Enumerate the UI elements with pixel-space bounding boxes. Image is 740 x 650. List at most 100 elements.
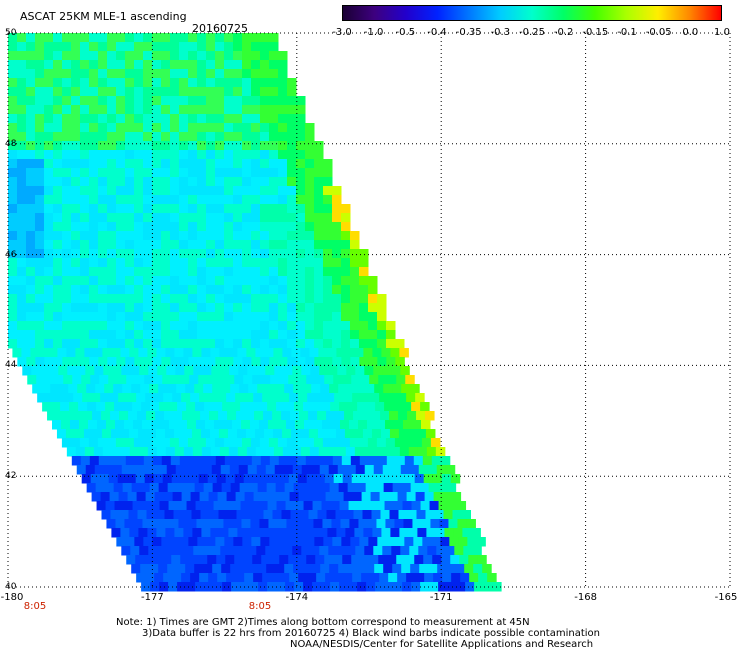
- wind-cell: [44, 294, 54, 304]
- wind-cell: [17, 204, 27, 214]
- wind-cell: [294, 402, 304, 412]
- wind-cell: [251, 312, 261, 322]
- wind-cell: [368, 456, 379, 466]
- wind-cell: [345, 528, 355, 538]
- wind-cell: [174, 528, 184, 538]
- wind-cell: [242, 294, 252, 304]
- wind-cell: [107, 231, 117, 241]
- wind-cell: [440, 537, 450, 547]
- wind-cell: [129, 528, 139, 538]
- wind-cell: [418, 465, 429, 475]
- wind-cell: [203, 564, 213, 574]
- wind-cell: [206, 204, 216, 214]
- wind-cell: [89, 285, 99, 295]
- wind-cell: [400, 465, 411, 475]
- wind-cell: [80, 87, 90, 97]
- wind-cell: [265, 465, 276, 475]
- wind-cell: [133, 519, 143, 529]
- wind-cell: [316, 393, 326, 403]
- wind-cell: [409, 465, 420, 475]
- wind-cell: [332, 294, 342, 304]
- wind-cell: [410, 483, 421, 493]
- wind-cell: [260, 321, 270, 331]
- wind-cell: [483, 582, 493, 592]
- wind-cell: [197, 303, 207, 313]
- wind-cell: [391, 465, 402, 475]
- wind-cell: [26, 285, 36, 295]
- wind-cell: [35, 321, 45, 331]
- wind-cell: [390, 348, 400, 358]
- wind-cell: [71, 141, 81, 151]
- wind-cell: [335, 429, 346, 439]
- wind-cell: [72, 375, 82, 385]
- wind-cell: [26, 105, 36, 115]
- wind-cell: [17, 33, 27, 43]
- wind-cell: [225, 555, 235, 565]
- wind-cell: [179, 285, 189, 295]
- wind-cell: [273, 348, 283, 358]
- wind-cell: [179, 213, 189, 223]
- wind-cell: [71, 51, 81, 61]
- wind-cell: [218, 429, 229, 439]
- wind-cell: [31, 366, 41, 376]
- wind-cell: [71, 177, 81, 187]
- wind-cell: [296, 159, 306, 169]
- wind-cell: [163, 393, 173, 403]
- wind-cell: [17, 114, 27, 124]
- wind-cell: [323, 339, 333, 349]
- wind-cell: [126, 555, 136, 565]
- wind-cell: [287, 132, 297, 142]
- wind-cell: [259, 420, 269, 430]
- wind-cell: [430, 438, 441, 448]
- colorbar-label: 1.0: [714, 27, 730, 38]
- wind-cell: [110, 411, 120, 421]
- wind-cell: [170, 123, 180, 133]
- wind-cell: [178, 438, 189, 448]
- wind-cell: [8, 33, 18, 43]
- wind-cell: [98, 222, 108, 232]
- wind-cell: [445, 546, 455, 556]
- wind-cell: [188, 222, 198, 232]
- wind-cell: [183, 348, 193, 358]
- wind-cell: [180, 375, 190, 385]
- wind-cell: [435, 528, 445, 538]
- wind-cell: [251, 285, 261, 295]
- longitude-tick-label: -180: [0, 592, 24, 603]
- wind-cell: [188, 51, 198, 61]
- wind-cell: [71, 339, 81, 349]
- wind-cell: [294, 501, 305, 511]
- colorbar-label: -0.05: [645, 27, 672, 38]
- wind-cell: [111, 528, 121, 538]
- wind-cell: [53, 42, 63, 52]
- wind-cell: [134, 60, 144, 70]
- wind-cell: [269, 132, 279, 142]
- wind-cell: [62, 213, 72, 223]
- wind-cell: [143, 267, 153, 277]
- wind-cell: [370, 492, 381, 502]
- wind-cell: [300, 348, 310, 358]
- wind-cell: [233, 240, 243, 250]
- wind-cell: [177, 582, 187, 592]
- wind-cell: [107, 51, 117, 61]
- wind-cell: [116, 105, 126, 115]
- wind-cell: [388, 393, 398, 403]
- wind-cell: [415, 573, 425, 583]
- wind-cell: [71, 132, 81, 142]
- wind-cell: [188, 294, 198, 304]
- wind-cell: [67, 366, 77, 376]
- wind-cell: [290, 429, 301, 439]
- wind-cell: [395, 339, 405, 349]
- wind-cell: [226, 573, 236, 583]
- wind-cell: [194, 483, 205, 493]
- wind-cell: [406, 492, 417, 502]
- wind-cell: [59, 384, 69, 394]
- wind-cell: [264, 348, 274, 358]
- wind-cell: [206, 69, 216, 79]
- wind-cell: [215, 132, 225, 142]
- wind-cell: [143, 204, 153, 214]
- wind-cell: [389, 510, 399, 520]
- wind-cell: [161, 87, 171, 97]
- wind-cell: [281, 510, 291, 520]
- wind-cell: [135, 375, 145, 385]
- wind-cell: [314, 231, 324, 241]
